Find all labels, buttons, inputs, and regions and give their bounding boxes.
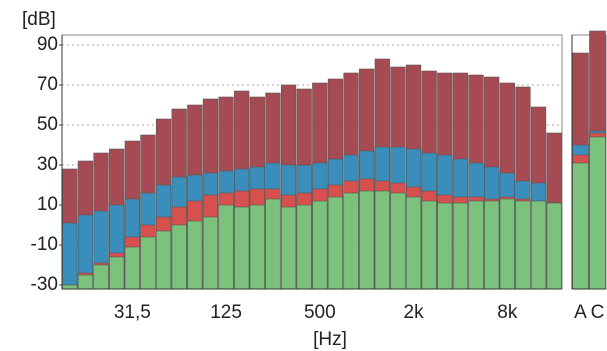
bar	[468, 200, 484, 290]
y-tick-label: 50	[37, 114, 58, 135]
x-tick-label: 8k	[497, 302, 518, 323]
bar	[109, 256, 125, 290]
x-tick-label: 500	[304, 302, 336, 323]
x-axis-label: [Hz]	[313, 329, 347, 350]
y-tick-label: 10	[37, 194, 58, 215]
x-tick-label: 2k	[404, 302, 425, 323]
bar	[359, 190, 375, 290]
bar	[572, 162, 589, 290]
x-tick-label: 31,5	[114, 302, 151, 323]
x-tick-label: C	[591, 302, 605, 323]
bar	[93, 264, 109, 290]
bar	[405, 196, 422, 290]
bar	[249, 204, 265, 290]
bar	[515, 200, 531, 290]
bar	[202, 216, 219, 290]
bar	[77, 274, 94, 290]
bar	[499, 198, 515, 290]
bar	[546, 202, 562, 290]
bar	[452, 202, 469, 290]
y-tick-label: -30	[31, 274, 58, 295]
bar	[218, 204, 234, 290]
y-axis-label: [dB]	[22, 9, 56, 30]
bar	[280, 206, 297, 290]
bar	[155, 230, 172, 290]
bar	[437, 202, 453, 290]
bar	[374, 190, 390, 290]
bar	[62, 284, 78, 290]
bar	[62, 222, 78, 290]
y-tick-label: 70	[37, 74, 58, 95]
bar	[530, 200, 547, 290]
bar	[296, 204, 312, 290]
bar	[484, 200, 500, 290]
bar	[265, 198, 281, 290]
y-tick-label: 90	[37, 34, 58, 55]
bar	[343, 192, 359, 290]
bar	[589, 136, 606, 290]
x-tick-label: A	[574, 302, 587, 323]
bar	[171, 224, 187, 290]
bar	[124, 246, 140, 290]
bar	[390, 192, 406, 290]
y-tick-label: -10	[31, 234, 58, 255]
bar	[140, 236, 156, 290]
bar	[312, 200, 328, 290]
bar	[327, 196, 344, 290]
bar	[234, 206, 250, 290]
x-tick-label: 125	[210, 302, 242, 323]
bar	[187, 220, 203, 290]
y-tick-label: 30	[37, 154, 58, 175]
bar	[421, 200, 437, 290]
